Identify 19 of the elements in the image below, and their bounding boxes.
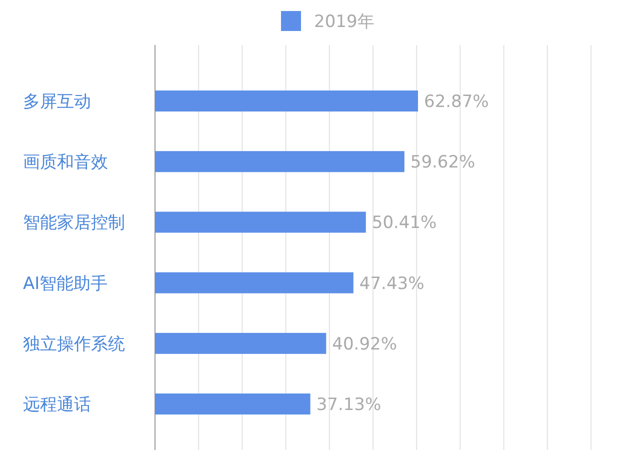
y-tick-label: 独立操作系统 <box>23 334 125 354</box>
y-tick-label: 画质和音效 <box>23 152 108 173</box>
y-tick-label: 多屏互动 <box>23 92 91 112</box>
data-label: 62.87% <box>424 92 489 112</box>
bar <box>155 90 418 112</box>
data-label: 37.13% <box>316 395 382 415</box>
bar <box>155 212 366 233</box>
y-tick-label: 智能家居控制 <box>23 213 125 234</box>
data-label: 59.62% <box>410 152 476 173</box>
bar <box>155 151 404 172</box>
bar <box>155 272 354 294</box>
y-tick-label: 远程通话 <box>23 395 91 415</box>
y-tick-label: AI智能助手 <box>23 274 108 294</box>
data-label: 47.43% <box>359 274 424 294</box>
bar <box>155 332 326 354</box>
data-label: 40.92% <box>332 334 398 354</box>
bar <box>155 394 310 414</box>
data-label: 50.41% <box>372 213 437 234</box>
legend-label: 2019年 <box>314 12 374 32</box>
